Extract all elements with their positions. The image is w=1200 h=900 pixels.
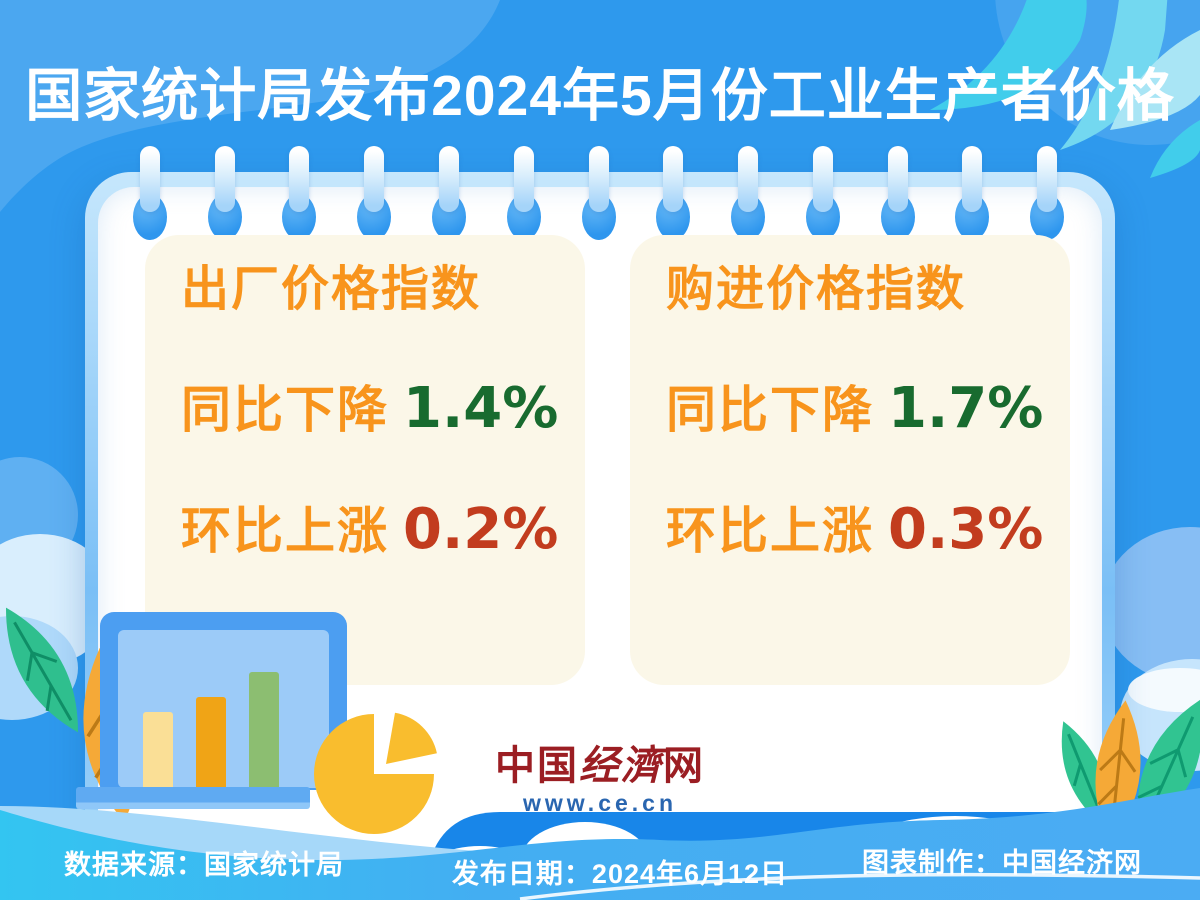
spiral-ring xyxy=(208,146,242,242)
spiral-ring xyxy=(955,146,989,242)
spiral-ring xyxy=(881,146,915,242)
spiral-ring xyxy=(357,146,391,242)
spiral-ring xyxy=(507,146,541,242)
spiral-ring xyxy=(133,146,167,242)
right-cloud-shapes xyxy=(1102,527,1200,771)
bar-chart-illustration-bar3 xyxy=(249,672,279,788)
mom-row: 环比上涨 0.2% xyxy=(181,496,585,563)
yoy-row: 同比下降 1.7% xyxy=(666,375,1070,442)
spiral-ring xyxy=(1030,146,1064,242)
purchase-price-panel: 购进价格指数 同比下降 1.7% 环比上涨 0.3% xyxy=(630,235,1070,685)
mom-row: 环比上涨 0.3% xyxy=(666,496,1070,563)
pie-chart-illustration xyxy=(314,712,437,834)
bar-chart-illustration-bar1 xyxy=(143,712,173,788)
yoy-value: 1.7% xyxy=(888,375,1044,441)
spiral-ring xyxy=(432,146,466,242)
mom-value: 0.2% xyxy=(403,496,559,562)
panel-heading: 出厂价格指数 xyxy=(181,263,482,316)
yoy-value: 1.4% xyxy=(403,375,559,441)
laptop-base xyxy=(76,787,310,809)
yoy-label: 同比下降 xyxy=(666,381,874,438)
mom-label: 环比上涨 xyxy=(666,502,874,559)
green-leaf-icon xyxy=(5,607,79,733)
spiral-ring xyxy=(806,146,840,242)
pie-detached-slice xyxy=(386,712,437,764)
spiral-ring xyxy=(731,146,765,242)
mom-value: 0.3% xyxy=(888,496,1044,562)
mom-label: 环比上涨 xyxy=(181,502,389,559)
brand-name: 中国经濟网 xyxy=(495,742,705,789)
spiral-ring xyxy=(582,146,616,242)
chart-credit-label: 图表制作：中国经济网 xyxy=(862,848,1142,878)
yoy-row: 同比下降 1.4% xyxy=(181,375,585,442)
yoy-label: 同比下降 xyxy=(181,381,389,438)
bar-chart-illustration-bar2 xyxy=(196,697,226,788)
spiral-ring xyxy=(656,146,690,242)
spiral-ring xyxy=(282,146,316,242)
green-leaf-icon xyxy=(1137,699,1200,837)
panel-heading: 购进价格指数 xyxy=(666,263,967,316)
page-title: 国家统计局发布2024年5月份工业生产者价格 xyxy=(25,64,1175,128)
factory-price-panel: 出厂价格指数 同比下降 1.4% 环比上涨 0.2% xyxy=(145,235,585,685)
